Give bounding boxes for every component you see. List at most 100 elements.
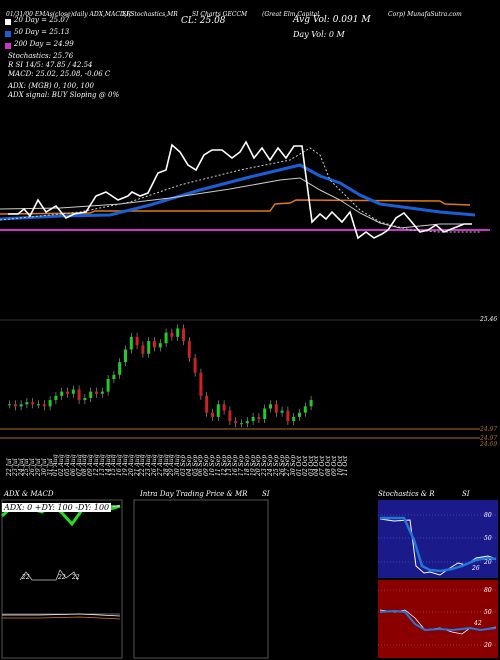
candle — [19, 404, 23, 407]
candle — [83, 397, 87, 401]
candle — [187, 341, 191, 358]
candle — [286, 410, 290, 422]
intraday-panel-title: Intra Day Trading Price & MR — [140, 490, 248, 498]
price-label-mid2: 24.97 — [480, 435, 498, 442]
candle — [48, 400, 52, 407]
macd-signal-line — [2, 616, 121, 620]
candle — [257, 416, 261, 420]
candle — [66, 391, 69, 394]
ema200-label: 200 Day = 24.99 — [14, 40, 74, 48]
close-label: CL: 25.08 — [181, 16, 226, 26]
candle — [141, 345, 145, 354]
macd-label: MACD: 25.02, 25.08, -0.06 C — [8, 70, 111, 78]
rsi-panel — [378, 580, 498, 658]
stoch-tick-20: 20 — [484, 559, 492, 566]
candle — [164, 332, 168, 344]
candle — [269, 404, 272, 409]
avg-vol-label: Avg Vol: 0.091 M — [293, 15, 371, 25]
orange-line — [0, 199, 471, 215]
rsi-tick-20: 20 — [484, 642, 492, 649]
candle — [153, 341, 156, 348]
candle — [251, 416, 255, 422]
stoch-tick-26: 26 — [472, 565, 480, 572]
candle — [13, 404, 17, 407]
candle — [303, 406, 307, 413]
candle — [89, 391, 93, 398]
adx-low-label-2: 22 — [58, 574, 66, 581]
candle — [158, 343, 162, 348]
close-price-line — [8, 140, 472, 240]
adx-low-label-1: 22 — [22, 574, 30, 581]
candle — [170, 332, 174, 337]
adx-panel-title: ADX & MACD — [4, 490, 54, 498]
price-label-low: 24.69 — [480, 441, 498, 448]
candle — [71, 389, 75, 394]
candle — [298, 412, 301, 417]
intraday-panel-si: SI — [262, 490, 270, 498]
candle — [228, 410, 232, 422]
adx-panel — [1, 499, 123, 659]
rsi-smooth-line — [379, 609, 497, 632]
ema50-label: 50 Day = 25.13 — [14, 28, 70, 36]
candle — [274, 404, 278, 413]
candle — [135, 336, 139, 346]
candle — [263, 408, 267, 420]
rsi-label: R SI 14/5: 47.85 / 42.54 — [8, 61, 93, 69]
adx-label: ADX: (MGB) 0, 100, 100 — [8, 82, 94, 90]
stoch-tick-80: 80 — [484, 512, 492, 519]
candle — [37, 404, 40, 406]
candle — [205, 395, 209, 413]
ema20-thin-line — [0, 177, 470, 229]
ema20-label: 20 Day = 25.07 — [14, 16, 70, 24]
candle — [25, 402, 29, 405]
stoch-panel — [378, 500, 498, 578]
candle — [211, 412, 214, 417]
candle — [95, 391, 98, 394]
chart-title-mid2: SI Charts GECCM — [192, 11, 248, 18]
chart-title-left: 01/31/00 EMAs(close)daily ADX,MACD,R — [6, 11, 131, 18]
candle — [182, 328, 185, 342]
candle — [54, 395, 58, 401]
candle — [199, 372, 203, 396]
candle — [176, 328, 180, 337]
stoch-panel-si: SI — [462, 490, 470, 498]
candle — [106, 379, 110, 392]
candle — [193, 357, 197, 373]
candle — [222, 404, 226, 411]
candle — [216, 404, 220, 417]
rsi-tick-50: 50 — [484, 609, 492, 616]
price-label-high: 25.46 — [480, 316, 498, 323]
candle — [245, 421, 249, 424]
adx-low-line — [19, 569, 79, 581]
ema50-line — [0, 163, 476, 221]
candlestick-group — [8, 324, 313, 428]
candle — [124, 349, 127, 363]
candle — [8, 404, 11, 406]
candle — [31, 402, 35, 405]
candle — [100, 391, 104, 394]
ema50-swatch — [5, 31, 11, 37]
adx-low-label-3: 22 — [72, 574, 80, 581]
candle — [112, 374, 116, 379]
ema200-swatch — [5, 43, 11, 49]
candle — [42, 404, 46, 407]
stochastics-label: Stochastics: 25.76 — [8, 52, 74, 60]
stoch-k-line — [379, 518, 497, 576]
candle — [234, 421, 238, 424]
intraday-panel — [133, 499, 269, 659]
price-label-mid: 24.97 — [480, 426, 498, 433]
chart-title-right2: Corp) MunafaSutra.com — [388, 11, 462, 18]
candle — [77, 389, 81, 401]
candle — [129, 336, 133, 350]
adx-signal-label: ADX signal: BUY Sloping @ 0% — [8, 91, 120, 99]
day-vol-label: Day Vol: 0 M — [293, 30, 345, 39]
rsi-tick-42: 42 — [474, 620, 482, 627]
candle — [118, 362, 122, 375]
stoch-tick-50: 50 — [484, 535, 492, 542]
candle — [147, 341, 151, 354]
rsi-tick-80: 80 — [484, 587, 492, 594]
adx-reading: ADX: 0 +DY: 100 -DY: 100 — [2, 503, 112, 512]
stoch-d-line — [380, 516, 497, 573]
